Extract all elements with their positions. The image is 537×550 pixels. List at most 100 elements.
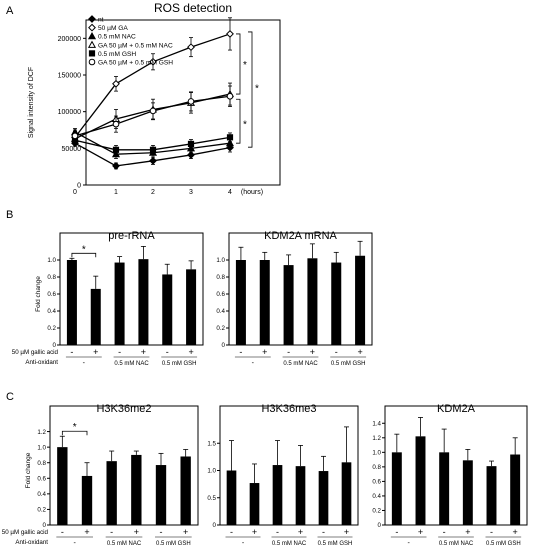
bar-chart-h3k36me2: H3K36me2 0 0.2 0.4 0.6 0.8 1.0 1.2 Fold change * -… bbox=[25, 403, 199, 547]
series-marker bbox=[112, 79, 120, 88]
ga-sign-label: + bbox=[418, 527, 423, 537]
bar bbox=[355, 255, 366, 345]
x-tick-label: 4 bbox=[228, 189, 232, 196]
chart-title: H3K36me2 bbox=[96, 403, 151, 415]
series-5 bbox=[71, 85, 234, 143]
bar bbox=[391, 452, 402, 525]
anti-oxidant-gsh: 0.5 mM GSH bbox=[486, 541, 521, 547]
bar bbox=[283, 265, 294, 345]
bar bbox=[249, 483, 260, 525]
ga-sign-label: - bbox=[443, 527, 446, 537]
y-tick-label: 1.0 bbox=[372, 450, 381, 457]
series-marker bbox=[88, 50, 96, 57]
y-tick-label: 0.2 bbox=[47, 325, 56, 332]
bar bbox=[57, 447, 68, 525]
ga-sign-label: - bbox=[110, 527, 113, 537]
bar bbox=[162, 274, 173, 345]
ga-sign-label: + bbox=[134, 527, 139, 537]
y-tick-label: 0.8 bbox=[216, 274, 225, 281]
bar bbox=[186, 269, 197, 345]
legend-label: 0.5 mM GSH bbox=[98, 51, 136, 58]
bar bbox=[81, 475, 93, 525]
y-tick-label: 0.6 bbox=[47, 291, 56, 298]
bar bbox=[331, 262, 342, 345]
ga-sign-label: - bbox=[61, 527, 64, 537]
bar bbox=[114, 262, 125, 345]
ga-sign-label: + bbox=[141, 347, 146, 357]
y-tick-label: 50000 bbox=[62, 146, 82, 153]
bar bbox=[307, 258, 318, 345]
y-tick-label: 0.5 bbox=[207, 495, 216, 502]
ga-sign-label: - bbox=[322, 527, 325, 537]
anti-oxidant-nac: 0.5 mM NAC bbox=[439, 541, 474, 547]
ga-sign-label: + bbox=[298, 527, 303, 537]
x-tick-label: 3 bbox=[189, 189, 193, 196]
series-marker bbox=[87, 40, 97, 48]
y-axis-label: Signal intensity of DCF bbox=[28, 67, 35, 138]
legend-label: nt bbox=[98, 17, 104, 24]
bar bbox=[486, 466, 497, 525]
bar bbox=[226, 470, 237, 525]
y-tick-label: 200000 bbox=[58, 36, 81, 43]
ga-sign-label: - bbox=[239, 347, 242, 357]
bar bbox=[295, 466, 306, 525]
ga-sign-label: - bbox=[118, 347, 121, 357]
anti-oxidant-row-label: Anti-oxidant bbox=[25, 359, 58, 366]
y-tick-label: 1.0 bbox=[47, 257, 56, 264]
series-marker bbox=[112, 146, 120, 153]
ga-sign-label: - bbox=[395, 527, 398, 537]
y-tick-label: 0.4 bbox=[37, 491, 46, 498]
anti-oxidant-gsh: 0.5 mM GSH bbox=[162, 361, 197, 367]
ros-line-chart: 0 50000 100000 150000 200000 0 1 2 3 4 (hours) Sign… bbox=[28, 15, 281, 196]
anti-oxidant-none: - bbox=[242, 540, 245, 547]
sig-star: * bbox=[243, 60, 247, 71]
anti-oxidant-nac: 0.5 mM NAC bbox=[283, 361, 318, 367]
anti-oxidant-gsh: 0.5 mM GSH bbox=[318, 541, 353, 547]
anti-oxidant-none: - bbox=[73, 540, 76, 547]
sig-bracket bbox=[71, 252, 97, 258]
ga-sign-label: - bbox=[276, 527, 279, 537]
series-line bbox=[74, 95, 231, 137]
anti-oxidant-gsh: 0.5 mM GSH bbox=[331, 361, 366, 367]
chart-title: pre-rRNA bbox=[108, 230, 155, 242]
y-tick-label: 0 bbox=[213, 522, 217, 529]
plot-frame bbox=[85, 19, 281, 186]
y-tick-label: 0.6 bbox=[37, 475, 46, 482]
y-tick-label: 1.0 bbox=[216, 257, 225, 264]
anti-oxidant-none: - bbox=[83, 360, 86, 367]
y-tick-label: 1.2 bbox=[372, 435, 381, 442]
ga-sign-label: + bbox=[310, 347, 315, 357]
x-unit-label: (hours) bbox=[241, 189, 263, 196]
y-tick-label: 0.6 bbox=[216, 291, 225, 298]
anti-oxidant-nac: 0.5 mM NAC bbox=[114, 361, 149, 367]
y-tick-label: 1.0 bbox=[207, 468, 216, 475]
bar bbox=[341, 462, 352, 525]
sig-star: * bbox=[255, 84, 259, 95]
chart-title: KDM2A mRNA bbox=[264, 230, 337, 242]
bar bbox=[180, 456, 191, 525]
panel-letter-a: A bbox=[6, 5, 14, 17]
y-tick-label: 1.0 bbox=[37, 444, 46, 451]
x-tick-label: 1 bbox=[114, 189, 118, 196]
series-marker bbox=[225, 138, 235, 147]
chart-title-ros: ROS detection bbox=[154, 1, 232, 15]
anti-oxidant-gsh: 0.5 mM GSH bbox=[156, 541, 191, 547]
series-marker bbox=[226, 92, 234, 100]
sig-star: * bbox=[82, 244, 86, 255]
ga-sign-label: + bbox=[188, 347, 193, 357]
ga-sign-label: + bbox=[357, 347, 362, 357]
series-marker bbox=[149, 57, 157, 66]
chart-title: KDM2A bbox=[437, 403, 476, 415]
sig-star: * bbox=[243, 120, 247, 131]
ga-sign-label: + bbox=[262, 347, 267, 357]
bar bbox=[155, 465, 167, 525]
ga-sign-label: + bbox=[183, 527, 188, 537]
legend-label: 0.5 mM NAC bbox=[98, 34, 136, 41]
bar bbox=[259, 260, 270, 345]
bar bbox=[510, 454, 521, 525]
series-marker bbox=[112, 162, 120, 170]
bar bbox=[415, 436, 426, 525]
